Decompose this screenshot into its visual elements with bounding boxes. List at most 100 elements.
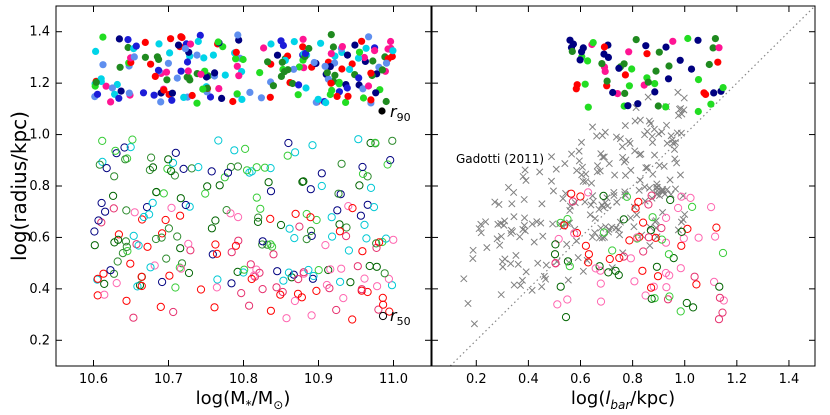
r90-point — [186, 40, 195, 48]
r90-point — [634, 100, 642, 108]
r90-point — [371, 47, 379, 55]
r50-point — [184, 239, 193, 248]
r90-point — [598, 60, 606, 68]
r50-point — [227, 279, 236, 288]
gadotti-cross — [491, 198, 499, 206]
gadotti-cross — [612, 133, 621, 141]
r50-point — [226, 209, 235, 218]
r90-point — [621, 89, 629, 97]
r50-point — [266, 187, 276, 196]
r50-point — [290, 296, 299, 306]
r50-point — [256, 204, 265, 213]
gadotti-cross — [605, 225, 613, 233]
r50-point — [90, 241, 99, 250]
gadotti-cross — [588, 123, 597, 131]
r50-point — [214, 136, 223, 145]
r90-point — [642, 42, 650, 50]
x-tick-label: 1.0 — [674, 372, 695, 387]
r50-point — [647, 283, 656, 292]
r50-point — [346, 278, 355, 287]
r50-point — [100, 279, 109, 288]
r50-point — [176, 211, 185, 220]
gadotti-cross — [610, 191, 618, 200]
r90-point — [305, 44, 313, 53]
gadotti-cross — [512, 251, 520, 259]
r50-point — [99, 269, 108, 278]
r50-point — [184, 268, 194, 278]
r50-point — [242, 166, 252, 175]
r50-point — [335, 220, 344, 229]
gadotti-cross — [660, 162, 668, 170]
r50-point — [129, 231, 138, 240]
r50-point — [148, 163, 158, 172]
r90-point — [310, 58, 318, 67]
r90-point — [342, 98, 350, 106]
r50-point — [309, 271, 318, 281]
r90-point — [174, 41, 183, 49]
r50-point — [129, 313, 138, 322]
r90-point — [173, 74, 181, 82]
r50-point — [327, 213, 336, 222]
r50-point — [223, 168, 233, 177]
r50-point — [677, 241, 686, 250]
r50-point — [147, 153, 156, 162]
r50-point — [133, 282, 142, 291]
r50-point — [657, 224, 666, 233]
gadotti-annotation: Gadotti (2011) — [456, 152, 544, 166]
gadotti-cross — [642, 164, 650, 172]
x-tick-label: 0.8 — [622, 372, 643, 387]
r50-point — [177, 259, 187, 268]
gadotti-cross — [631, 117, 639, 125]
gadotti-cross — [599, 203, 608, 211]
r90-point — [99, 33, 107, 41]
r50-point — [196, 285, 206, 294]
r90-point — [651, 80, 659, 88]
r90-point — [302, 84, 310, 92]
r50-point — [366, 183, 376, 192]
r50-point — [651, 233, 660, 242]
r50-point — [664, 250, 674, 259]
gadotti-cross — [507, 229, 515, 237]
r50-point — [596, 279, 605, 288]
y-tick-label: 1.4 — [29, 25, 50, 40]
gadotti-cross — [528, 286, 536, 294]
y-tick-label: 1.2 — [29, 76, 50, 91]
r50-point — [240, 265, 249, 274]
left-panel-ticks: 10.6 10.7 10.8 10.9 11.0 0.2 0.4 0.6 0.8 1.0 1.2 1.… — [29, 6, 431, 387]
r90-point — [359, 94, 368, 102]
r90-point — [321, 62, 329, 70]
gadotti-cross — [470, 320, 478, 328]
r50-point — [342, 223, 351, 232]
gadotti-cross — [636, 176, 644, 184]
r90-point — [246, 88, 254, 96]
r50-point — [138, 215, 147, 224]
x-tick-label: 0.6 — [570, 372, 591, 387]
r90-point — [197, 70, 205, 78]
r90-point — [664, 75, 673, 83]
r50-point — [568, 197, 578, 206]
r50-point — [321, 241, 330, 250]
r50-point — [212, 283, 221, 292]
r50-point — [291, 148, 300, 157]
r90-point — [387, 37, 395, 46]
r90-point — [168, 96, 176, 104]
r90-point — [600, 43, 609, 51]
r90-point — [625, 48, 633, 56]
r90-point — [372, 89, 380, 97]
legend-r50-label: r50 — [390, 306, 411, 328]
gadotti-cross — [469, 254, 477, 263]
r90-point — [329, 43, 337, 51]
r50-point — [639, 247, 648, 256]
y-tick-label: 1.0 — [29, 128, 50, 143]
r90-point — [215, 85, 223, 93]
gadotti-cross — [671, 185, 680, 193]
r90-point — [615, 64, 623, 72]
r50-point — [211, 216, 220, 225]
gadotti-cross — [650, 151, 659, 159]
gadotti-cross — [645, 184, 654, 192]
gadotti-cross — [646, 242, 654, 250]
r50-point — [563, 295, 572, 304]
r50-point — [266, 164, 275, 173]
y-tick-label: 0.8 — [29, 179, 50, 194]
r90-point — [196, 31, 204, 39]
